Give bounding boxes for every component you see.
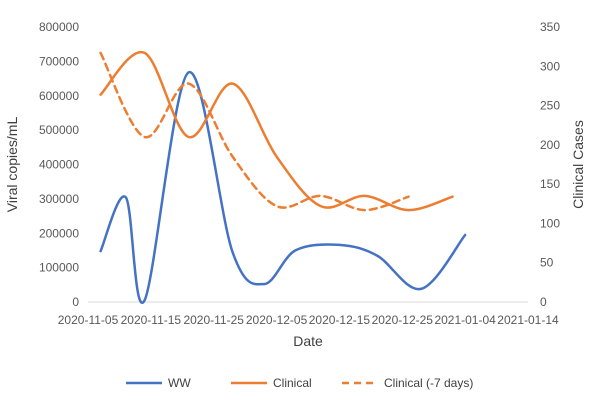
x-tick-label: 2021-01-14 bbox=[497, 313, 559, 327]
series-layer bbox=[99, 51, 467, 305]
y-left-axis-title: Viral copies/mL bbox=[4, 117, 20, 213]
y-left-tick-label: 500000 bbox=[39, 123, 79, 137]
y-right-tick-label: 350 bbox=[540, 20, 560, 34]
y-left-tick-label: 100000 bbox=[39, 261, 79, 275]
y-right-tick-label: 50 bbox=[540, 256, 554, 270]
x-tick-label: 2020-11-05 bbox=[58, 313, 119, 327]
y-left-tick-label: 700000 bbox=[39, 54, 79, 68]
y-right-tick-label: 0 bbox=[540, 295, 547, 309]
series-line-clinical bbox=[99, 51, 454, 212]
x-axis-title: Date bbox=[293, 333, 323, 349]
legend-label-ww: WW bbox=[168, 376, 191, 390]
legend: WW Clinical Clinical (-7 days) bbox=[126, 376, 473, 390]
x-tick-label: 2020-12-25 bbox=[372, 313, 434, 327]
y-left-tick-label: 0 bbox=[72, 295, 79, 309]
legend-label-clinical: Clinical bbox=[273, 376, 312, 390]
x-tick-label: 2020-12-05 bbox=[246, 313, 308, 327]
x-tick-label: 2021-01-04 bbox=[434, 313, 496, 327]
axes: 0 100000 200000 300000 400000 500000 600000 700… bbox=[4, 20, 586, 349]
x-tick-label: 2020-12-15 bbox=[309, 313, 371, 327]
y-right-tick-label: 250 bbox=[540, 99, 560, 113]
x-tick-label: 2020-11-15 bbox=[121, 313, 182, 327]
legend-label-clinical-7-days: Clinical (-7 days) bbox=[384, 376, 473, 390]
y-right-tick-label: 300 bbox=[540, 59, 560, 73]
y-left-tick-label: 600000 bbox=[39, 89, 79, 103]
y-left-tick-label: 800000 bbox=[39, 20, 79, 34]
series-line-clinical-7-days bbox=[99, 51, 410, 212]
x-tick-label: 2020-11-25 bbox=[183, 313, 244, 327]
y-left-tick-label: 300000 bbox=[39, 192, 79, 206]
series-line-ww bbox=[99, 71, 467, 305]
y-right-tick-label: 100 bbox=[540, 216, 560, 230]
y-right-tick-label: 200 bbox=[540, 138, 560, 152]
y-left-tick-label: 400000 bbox=[39, 158, 79, 172]
y-left-tick-label: 200000 bbox=[39, 226, 79, 240]
y-right-axis-title: Clinical Cases bbox=[570, 120, 586, 209]
y-right-tick-label: 150 bbox=[540, 177, 560, 191]
